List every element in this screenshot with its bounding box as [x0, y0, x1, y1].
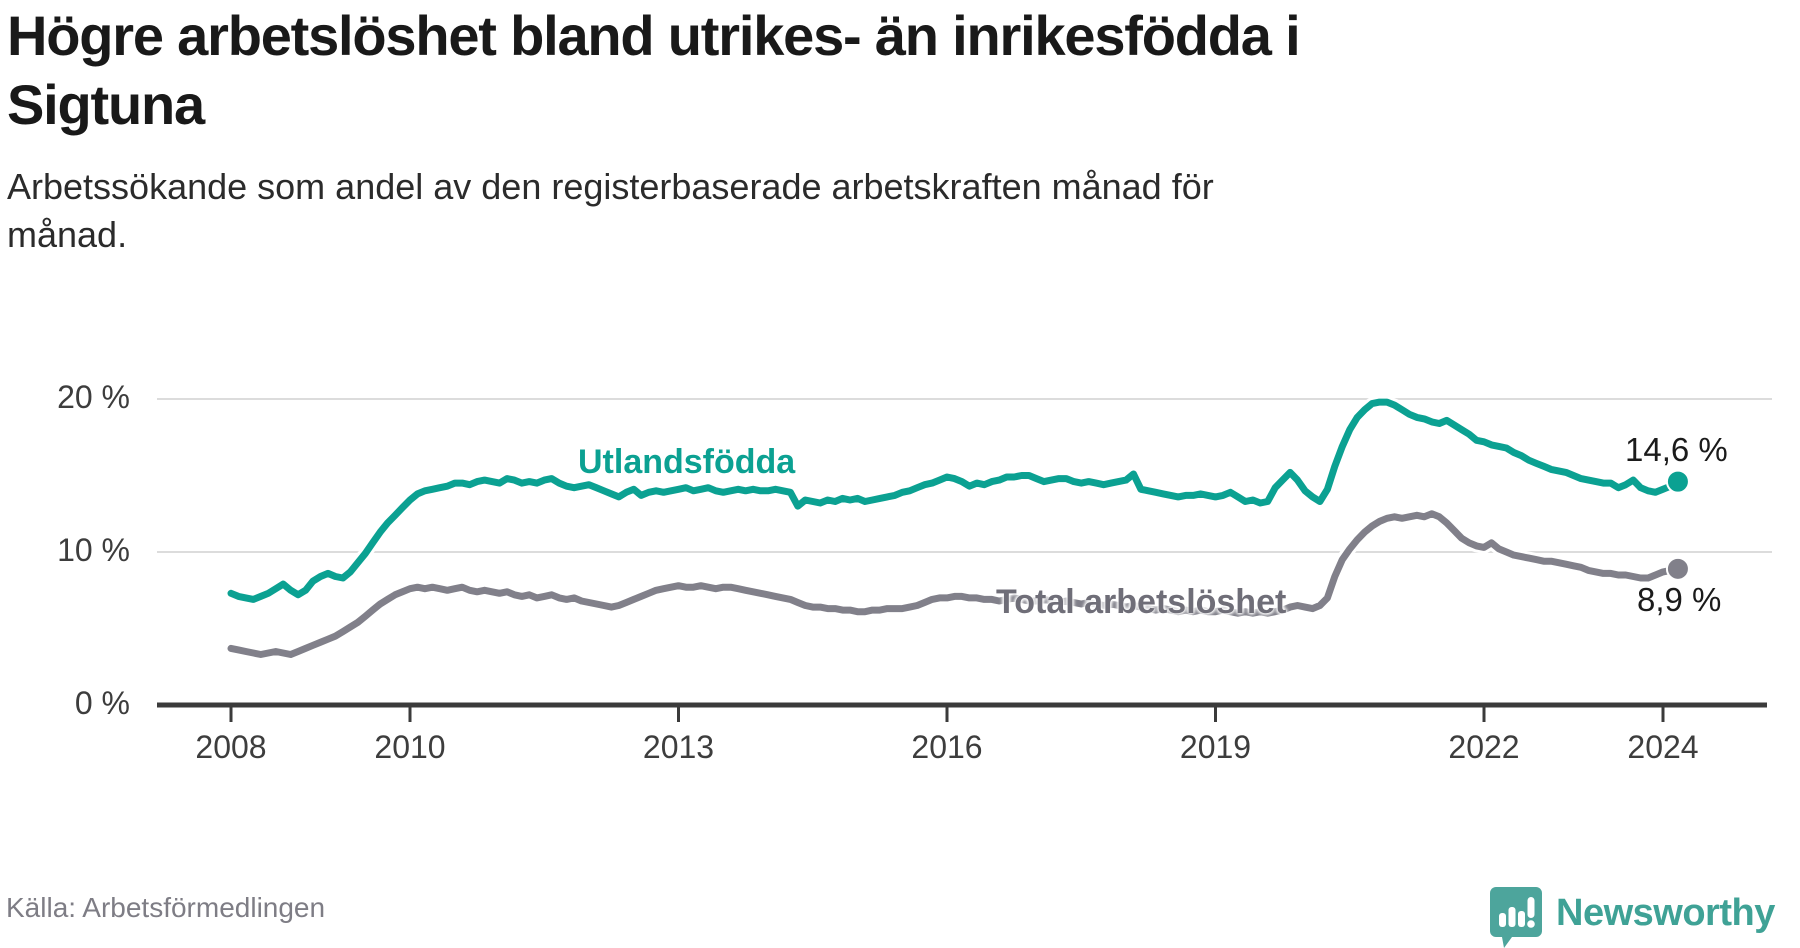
x-axis-tick-label: 2008 [195, 729, 267, 765]
x-axis-tick-label: 2022 [1448, 729, 1520, 765]
series-label-utlandsfodda: Utlandsfödda [578, 443, 796, 481]
y-axis-tick-label: 0 % [74, 685, 130, 721]
title-line-2: Sigtuna [7, 72, 205, 136]
newsworthy-wordmark: Newsworthy [1556, 892, 1775, 934]
end-value-label-utlandsfodda: 14,6 % [1625, 431, 1728, 468]
chart-subtitle: Arbetssökande som andel av den registerb… [7, 163, 1567, 258]
end-value-label-total: 8,9 % [1637, 581, 1722, 618]
subtitle-line-2: månad. [7, 213, 128, 255]
source-attribution: Källa: Arbetsförmedlingen [6, 892, 326, 923]
end-dot-total [1665, 556, 1690, 581]
newsworthy-logo: Newsworthy [1490, 886, 1800, 948]
y-axis-tick-label: 10 % [57, 532, 130, 568]
y-axis-tick-label: 20 % [57, 379, 130, 415]
x-axis-tick-label: 2016 [911, 729, 983, 765]
series-label-total-arbetsloshet: Total arbetslöshet [996, 583, 1287, 621]
x-axis-tick-label: 2013 [642, 729, 715, 765]
title-line-1: Högre arbetslöshet bland utrikes- än inr… [7, 4, 1301, 67]
series-line-total [227, 510, 1682, 658]
end-dot-utlandsfodda [1665, 469, 1690, 494]
x-axis-tick-label: 2010 [374, 729, 446, 765]
page-title: Högre arbetslöshet bland utrikes- än inr… [7, 2, 1777, 140]
subtitle-line-1: Arbetssökande som andel av den registerb… [7, 166, 1214, 207]
newsworthy-speech-bubble-chart-icon [1490, 887, 1542, 948]
x-axis-tick-label: 2019 [1179, 729, 1252, 765]
x-axis-tick-label: 2024 [1627, 729, 1699, 765]
series-line-utlandsfodda [227, 398, 1682, 603]
